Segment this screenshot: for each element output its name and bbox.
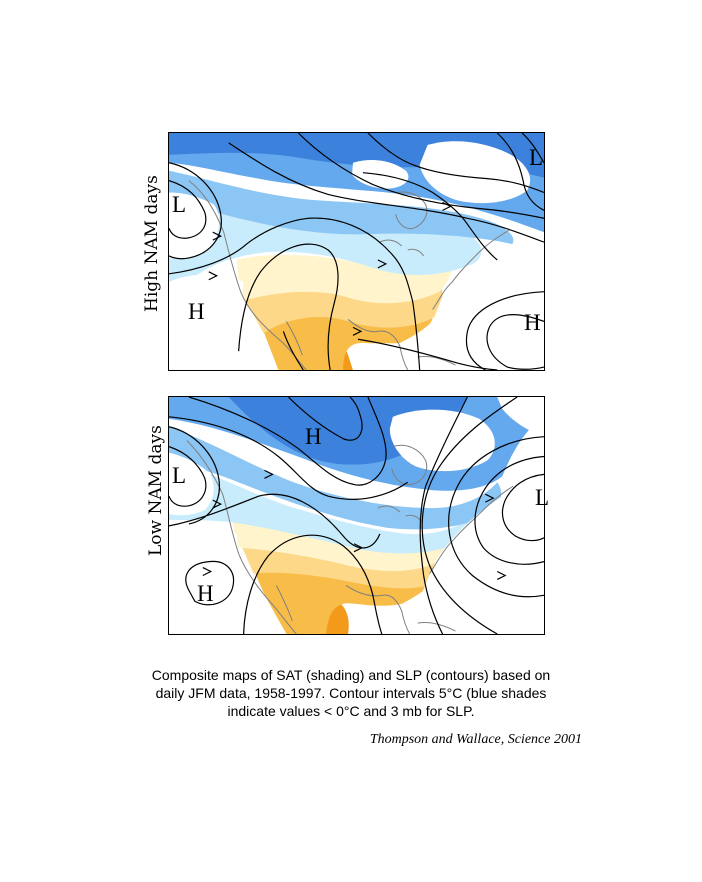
slp-contour [501,473,544,542]
arrow-head [264,469,274,479]
slp-contour [169,493,381,549]
coast-hudson [395,191,428,230]
slp-contour [419,397,468,634]
pressure-label-high-east: H [524,310,541,335]
ice-patch-arctic [497,397,544,437]
coast-east [429,485,514,574]
coast-greatlakes [379,239,425,257]
pressure-label-high-southwest: H [197,581,214,606]
slp-contour [185,560,235,606]
ocean-patch-pacific [169,274,279,370]
ocean-patch-atlantic [353,247,544,370]
low-nam-label: Low NAM days [146,425,166,556]
sat-shading [169,133,544,370]
sat-band-mild [236,251,454,304]
slp-contour [188,397,387,486]
coastlines [188,180,510,370]
low-nam-map [168,396,545,635]
slp-contour [474,455,544,565]
arrow-head [212,231,223,241]
arrow-head [352,326,363,336]
high-nam-map [168,132,545,371]
slp-contour [169,446,207,507]
slp-contour [238,243,339,370]
slp-contour [486,313,544,370]
slp-contour [282,331,304,370]
arrow-head [353,543,364,553]
high-nam-label: High NAM days [142,175,162,312]
arrow-head [212,499,223,509]
slp-contour [169,180,207,239]
slp-contour [169,217,421,370]
sat-shading [169,397,544,634]
citation: Thompson and Wallace, Science 2001 [369,732,582,747]
pressure-label-low-east: L [529,145,544,170]
slp-contour [243,534,383,634]
slp-contour [357,338,498,370]
ocean-patch-eastpac [169,452,214,516]
slp-contour [169,416,409,500]
coast-east [432,229,510,310]
pressure-label-high-west: H [188,299,205,324]
slp-contour [297,133,544,219]
sat-band-warm-light [240,543,439,589]
slp-contour [287,397,363,441]
slp-contours [169,397,544,634]
caption-line-1: Composite maps of SAT (shading) and SLP … [151,667,551,683]
arrow-head [377,259,388,269]
pressure-label-low-west: L [172,463,187,488]
sat-band-cold-light [169,170,514,245]
ice-patch-greenland [419,141,531,204]
ocean-patch-pacific [169,523,269,634]
pressure-label-high-north: H [305,424,322,449]
sat-band-warm-mid [263,306,434,370]
arrow-head [208,271,219,281]
slp-contour [367,133,544,194]
coast-west [188,180,307,370]
high-nam-map-svg [169,133,544,370]
slp-contour [465,291,544,370]
coast-hudson [391,444,428,486]
coast-baja [275,585,293,622]
arrow-head [485,493,495,503]
slp-contours [169,133,544,370]
slp-contour [448,436,544,598]
slp-contour [421,397,518,634]
coast-west [186,440,297,634]
ice-patch-greenland [389,409,495,472]
sat-band-cold-light [169,426,502,530]
sat-band-warm-light [243,281,443,334]
figure-caption: Composite maps of SAT (shading) and SLP … [100,666,602,720]
ocean-patch-atlantic [348,480,544,634]
caption-line-2: daily JFM data, 1958-1997. Contour inter… [155,685,547,701]
arrow-head [496,570,507,580]
caption-line-3: indicate values < 0°C and 3 mb for SLP. [227,703,475,719]
flow-arrows [208,201,452,336]
slp-contour [496,133,544,211]
arrow-head [202,567,213,577]
pressure-label-low-east: L [535,485,550,510]
arrow-head [442,201,452,211]
pressure-label-low-west: L [172,192,187,217]
slp-contour [228,142,544,243]
coast-cuba [417,356,456,366]
slp-contour [521,133,544,164]
coast-gulf [345,584,411,634]
coast-baja [285,321,303,356]
coast-cuba [417,622,456,632]
low-nam-map-svg [169,397,544,634]
ocean-patch-eastpac [169,192,220,259]
coast-gulf [347,319,409,370]
coastlines [186,440,514,634]
flow-arrows [202,469,507,580]
